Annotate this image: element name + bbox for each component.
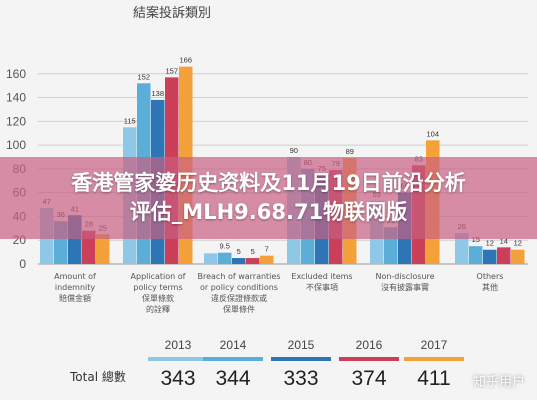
category-label: Excluded items	[291, 272, 352, 281]
category-label: 違反保證條款或	[211, 293, 267, 303]
bar-value-label: 9.5	[220, 242, 230, 251]
bar-2017	[511, 249, 525, 264]
bar-value-label: 90	[290, 146, 298, 155]
total-value: 333	[283, 367, 318, 390]
bar-value-label: 15	[472, 235, 480, 244]
total-value: 411	[417, 367, 450, 390]
legend-year-2013: 2013	[165, 338, 192, 352]
bar-2015	[483, 249, 497, 264]
bar-value-label: 157	[165, 66, 178, 75]
category-label: 不保事項	[306, 282, 338, 292]
category-label: Others	[477, 272, 504, 281]
bar-value-label: 89	[346, 147, 354, 156]
bar-value-label: 152	[137, 72, 150, 81]
category-label: Breach of warranties	[198, 272, 281, 281]
y-tick-label: 100	[6, 138, 26, 152]
bar-2016	[246, 258, 260, 264]
bar-2015	[232, 258, 246, 264]
category-label: 保單條件	[223, 304, 255, 314]
bar-2013	[455, 233, 469, 264]
bar-value-label: 7	[265, 245, 269, 254]
total-value: 343	[160, 367, 195, 390]
total-value: 374	[351, 367, 386, 390]
bar-2013	[204, 253, 218, 264]
totals-label: Total 總數	[69, 369, 126, 384]
category-label: 沒有披露事實	[381, 282, 429, 292]
bar-2016	[497, 247, 511, 264]
chart-title: 結案投訴類別	[133, 5, 211, 21]
banner-title-line1: 香港管家婆历史资料及11月19日前沿分析	[71, 171, 466, 195]
category-label: indemnity	[55, 283, 96, 292]
bar-value-label: 5	[251, 247, 255, 256]
legend-year-2014: 2014	[220, 338, 247, 352]
category-label: Amount of	[54, 272, 96, 281]
bar-value-label: 166	[179, 56, 192, 65]
bar-2017	[96, 234, 110, 264]
category-label: or policy conditions	[200, 283, 278, 292]
category-label: 保單條款	[142, 293, 174, 303]
bar-2014	[469, 246, 483, 264]
category-label: 賠償金額	[59, 293, 91, 303]
category-label: Non-disclosure	[375, 272, 434, 281]
legend-year-2016: 2016	[356, 338, 383, 352]
category-label: 其他	[482, 282, 498, 292]
bar-value-label: 115	[124, 116, 136, 125]
watermark: 知乎用户	[472, 375, 525, 390]
legend-year-2017: 2017	[421, 338, 448, 352]
bar-2016	[82, 230, 96, 264]
legend-year-2015: 2015	[288, 338, 315, 352]
category-label: 的詮釋	[146, 304, 170, 314]
bar-value-label: 12	[514, 239, 522, 248]
category-label: Application of	[131, 272, 186, 281]
y-tick-label: 120	[6, 114, 26, 128]
category-label: policy terms	[133, 283, 182, 292]
bar-2017	[260, 255, 274, 264]
bar-value-label: 14	[500, 236, 508, 245]
banner-title-line2: 评估_MLH9.68.71物联网版	[129, 200, 408, 224]
bar-value-label: 138	[151, 89, 164, 98]
y-tick-label: 160	[6, 67, 26, 81]
y-tick-label: 140	[6, 91, 26, 105]
bar-value-label: 12	[486, 239, 494, 248]
total-value: 344	[215, 367, 250, 390]
y-tick-label: 0	[19, 257, 26, 271]
bar-2014	[218, 252, 232, 264]
overlay-banner: 香港管家婆历史资料及11月19日前沿分析 评估_MLH9.68.71物联网版	[0, 157, 537, 239]
bar-value-label: 104	[426, 129, 439, 138]
bar-value-label: 5	[237, 247, 241, 256]
